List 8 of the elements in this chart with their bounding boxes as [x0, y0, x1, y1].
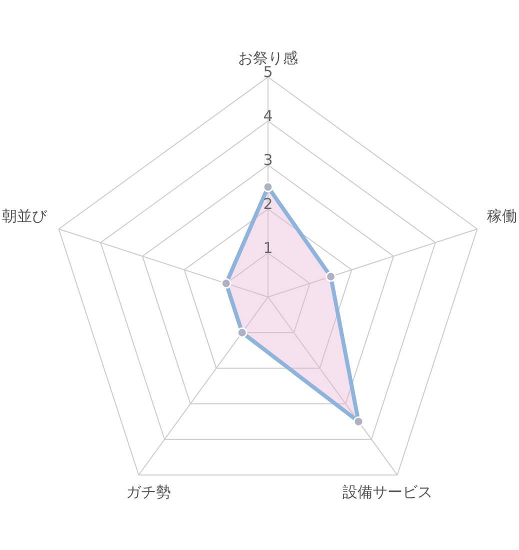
- spoke-label: ガチ勢: [126, 482, 172, 501]
- spoke-label: 朝並び: [2, 207, 48, 226]
- y-tick-label: 4: [263, 107, 273, 125]
- spoke-label: 稼働: [487, 207, 517, 226]
- y-tick-label: 2: [263, 195, 273, 213]
- y-tick-label: 1: [263, 239, 273, 257]
- y-tick-label: 3: [263, 151, 273, 169]
- spoke-label: 設備サービス: [342, 482, 432, 501]
